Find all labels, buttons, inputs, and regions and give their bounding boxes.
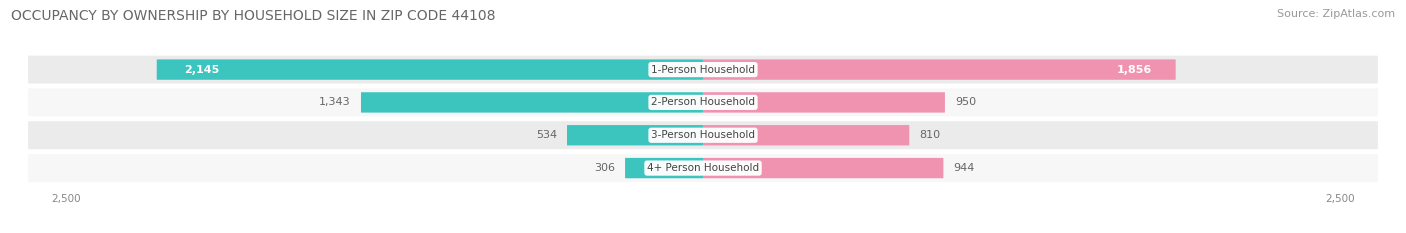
FancyBboxPatch shape	[361, 92, 703, 113]
FancyBboxPatch shape	[703, 125, 910, 145]
Text: 3-Person Household: 3-Person Household	[651, 130, 755, 140]
Text: 2,145: 2,145	[184, 65, 219, 75]
Text: 4+ Person Household: 4+ Person Household	[647, 163, 759, 173]
FancyBboxPatch shape	[28, 89, 1378, 116]
Text: 1,343: 1,343	[319, 97, 350, 107]
Text: Source: ZipAtlas.com: Source: ZipAtlas.com	[1277, 9, 1395, 19]
FancyBboxPatch shape	[28, 154, 1378, 182]
FancyBboxPatch shape	[703, 59, 1175, 80]
FancyBboxPatch shape	[703, 92, 945, 113]
Text: 950: 950	[955, 97, 976, 107]
Text: 306: 306	[593, 163, 614, 173]
FancyBboxPatch shape	[567, 125, 703, 145]
FancyBboxPatch shape	[28, 121, 1378, 149]
Text: 1-Person Household: 1-Person Household	[651, 65, 755, 75]
FancyBboxPatch shape	[626, 158, 703, 178]
Text: 534: 534	[536, 130, 557, 140]
Text: 2-Person Household: 2-Person Household	[651, 97, 755, 107]
Text: 810: 810	[920, 130, 941, 140]
Text: 1,856: 1,856	[1116, 65, 1152, 75]
Text: OCCUPANCY BY OWNERSHIP BY HOUSEHOLD SIZE IN ZIP CODE 44108: OCCUPANCY BY OWNERSHIP BY HOUSEHOLD SIZE…	[11, 9, 496, 23]
FancyBboxPatch shape	[28, 56, 1378, 84]
FancyBboxPatch shape	[156, 59, 703, 80]
FancyBboxPatch shape	[703, 158, 943, 178]
Text: 944: 944	[953, 163, 974, 173]
